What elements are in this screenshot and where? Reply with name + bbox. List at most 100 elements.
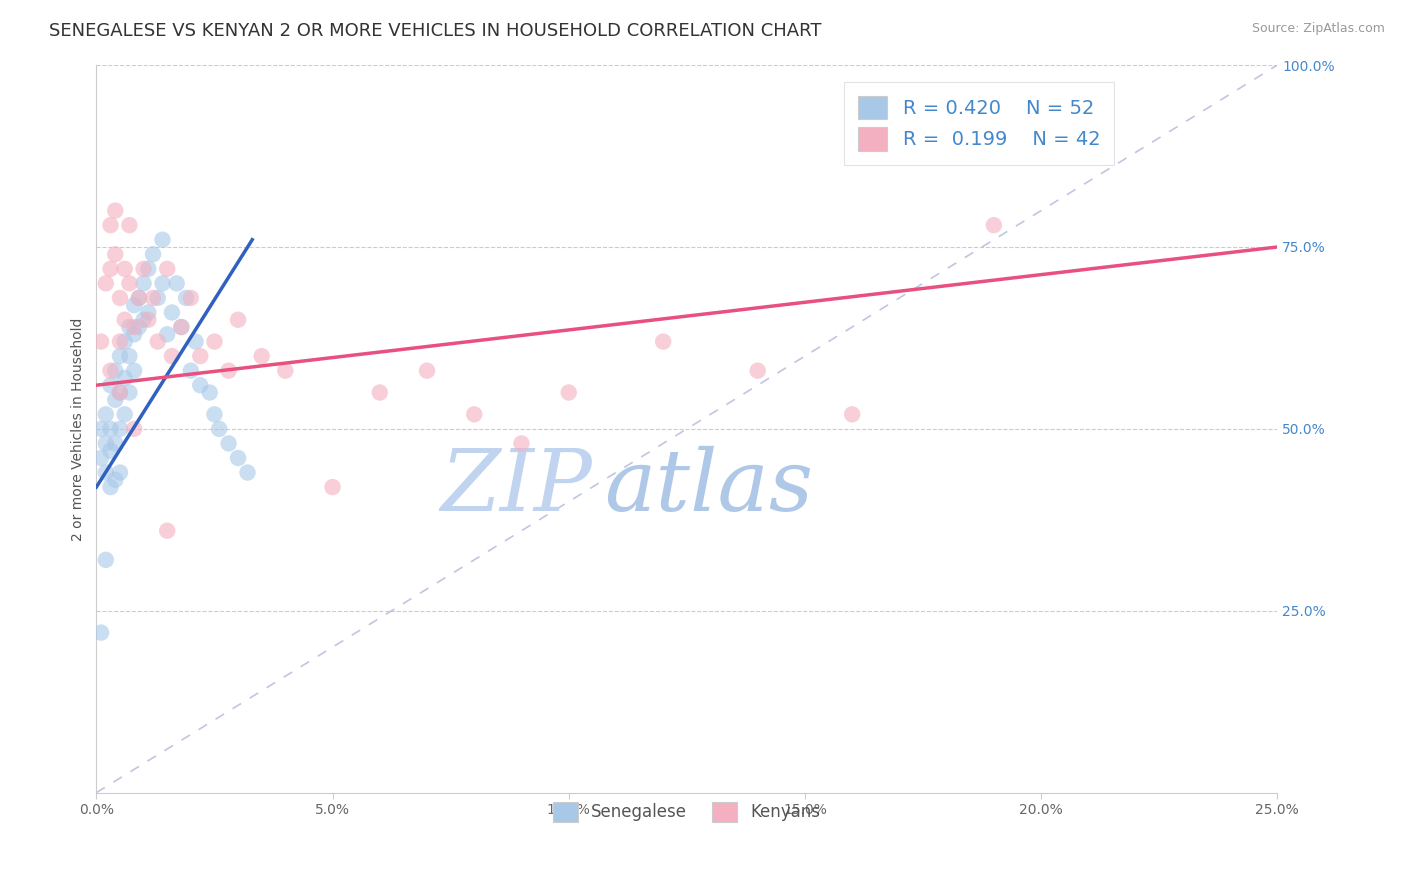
Point (226, 312, 249, 326)
Point (166, 277, 188, 291)
Point (208, 422, 231, 436)
Point (218, 364, 240, 378)
Point (118, 320, 141, 334)
Point (114, 371, 136, 385)
Point (180, 364, 202, 378)
Point (108, 466, 131, 480)
Point (416, 364, 439, 378)
Point (128, 291, 150, 305)
Point (108, 291, 131, 305)
Point (118, 277, 141, 291)
Point (104, 247, 127, 261)
Point (94, 407, 117, 421)
Text: atlas: atlas (605, 446, 813, 528)
Point (322, 480, 344, 494)
Point (94, 466, 117, 480)
Point (841, 407, 863, 421)
Point (983, 218, 1005, 232)
Point (160, 349, 183, 363)
Point (90, 422, 112, 436)
Point (122, 298, 145, 312)
Point (136, 261, 159, 276)
Point (136, 312, 159, 326)
Point (122, 364, 145, 378)
Point (108, 349, 131, 363)
Point (170, 320, 193, 334)
Point (652, 334, 675, 349)
Point (274, 364, 297, 378)
Point (184, 334, 207, 349)
Point (146, 334, 169, 349)
Point (156, 524, 179, 538)
Point (94, 553, 117, 567)
Point (132, 277, 155, 291)
Point (128, 291, 150, 305)
Point (108, 385, 131, 400)
Point (108, 334, 131, 349)
Text: Source: ZipAtlas.com: Source: ZipAtlas.com (1251, 22, 1385, 36)
Point (160, 305, 183, 319)
Point (132, 312, 155, 326)
Point (132, 261, 155, 276)
Point (104, 203, 127, 218)
Point (108, 385, 131, 400)
Text: SENEGALESE VS KENYAN 2 OR MORE VEHICLES IN HOUSEHOLD CORRELATION CHART: SENEGALESE VS KENYAN 2 OR MORE VEHICLES … (49, 22, 821, 40)
Point (114, 261, 136, 276)
Point (146, 291, 169, 305)
Point (108, 422, 131, 436)
Point (152, 233, 174, 247)
Point (118, 385, 141, 400)
Point (104, 436, 127, 450)
Point (94, 436, 117, 450)
Point (463, 407, 485, 421)
Point (100, 261, 122, 276)
Point (114, 334, 136, 349)
Point (100, 480, 122, 494)
Point (100, 378, 122, 392)
Point (104, 392, 127, 407)
Point (747, 364, 769, 378)
Point (100, 364, 122, 378)
Point (104, 473, 127, 487)
Point (188, 378, 211, 392)
Point (122, 320, 145, 334)
Point (114, 312, 136, 326)
Point (136, 305, 159, 319)
Point (104, 364, 127, 378)
Point (226, 450, 249, 465)
Point (236, 466, 259, 480)
Point (174, 291, 197, 305)
Legend: Senegalese, Kenyans: Senegalese, Kenyans (540, 789, 834, 835)
Point (142, 247, 165, 261)
Point (152, 277, 174, 291)
Point (94, 277, 117, 291)
Point (90, 334, 112, 349)
Point (156, 261, 179, 276)
Point (218, 436, 240, 450)
Point (122, 422, 145, 436)
Point (250, 349, 273, 363)
Y-axis label: 2 or more Vehicles in Household: 2 or more Vehicles in Household (72, 318, 86, 541)
Point (204, 334, 226, 349)
Point (122, 327, 145, 342)
Point (180, 291, 202, 305)
Point (100, 218, 122, 232)
Point (156, 327, 179, 342)
Point (204, 407, 226, 421)
Point (128, 320, 150, 334)
Point (118, 218, 141, 232)
Point (170, 320, 193, 334)
Point (118, 349, 141, 363)
Point (100, 443, 122, 458)
Point (198, 385, 221, 400)
Point (368, 385, 391, 400)
Point (114, 407, 136, 421)
Point (188, 349, 211, 363)
Text: ZIP: ZIP (440, 446, 592, 528)
Point (510, 436, 533, 450)
Point (90, 625, 112, 640)
Point (100, 422, 122, 436)
Point (557, 385, 579, 400)
Point (90, 450, 112, 465)
Point (142, 291, 165, 305)
